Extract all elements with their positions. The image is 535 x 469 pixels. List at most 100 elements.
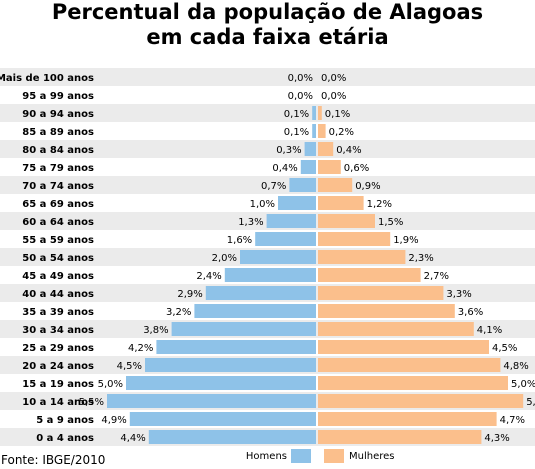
- value-label-homens: 2,4%: [196, 271, 221, 282]
- age-group-label: 40 a 44 anos: [22, 289, 94, 300]
- value-label-homens: 0,1%: [284, 127, 309, 138]
- value-label-homens: 2,0%: [212, 253, 237, 264]
- age-group-label: 75 a 79 anos: [22, 163, 94, 174]
- value-label-mulheres: 0,0%: [321, 91, 346, 102]
- age-group-label: 15 a 19 anos: [22, 379, 94, 390]
- chart-title: Percentual da população de Alagoas em ca…: [0, 0, 535, 50]
- value-label-mulheres: 4,8%: [503, 361, 528, 372]
- bar-homens: [156, 340, 316, 354]
- bar-homens: [145, 358, 316, 372]
- legend-label-mulheres: Mulheres: [349, 451, 395, 462]
- value-label-mulheres: 4,1%: [477, 325, 502, 336]
- age-group-label: 80 a 84 anos: [22, 145, 94, 156]
- bar-mulheres: [318, 214, 375, 228]
- age-group-label: 10 a 14 anos: [22, 397, 94, 408]
- bar-mulheres: [318, 178, 353, 192]
- bar-homens: [300, 160, 316, 174]
- age-group-label: 50 a 54 anos: [22, 253, 94, 264]
- bar-homens: [107, 394, 316, 408]
- value-label-homens: 0,3%: [276, 145, 301, 156]
- bar-mulheres: [318, 142, 334, 156]
- value-label-mulheres: 4,3%: [484, 433, 509, 444]
- bar-mulheres: [318, 430, 482, 444]
- value-label-homens: 3,2%: [166, 307, 191, 318]
- bar-homens: [240, 250, 316, 264]
- value-label-homens: 4,5%: [117, 361, 142, 372]
- value-label-homens: 1,0%: [250, 199, 275, 210]
- value-label-mulheres: 0,4%: [336, 145, 361, 156]
- bar-homens: [171, 322, 316, 336]
- row-stripe: [0, 104, 535, 122]
- age-group-label: 60 a 64 anos: [22, 217, 94, 228]
- value-label-mulheres: 2,7%: [424, 271, 449, 282]
- row-stripe: [0, 68, 535, 86]
- value-label-homens: 0,4%: [272, 163, 297, 174]
- value-label-mulheres: 5,4%: [526, 397, 535, 408]
- value-label-homens: 0,0%: [288, 73, 313, 84]
- bar-homens: [129, 412, 316, 426]
- value-label-homens: 0,1%: [284, 109, 309, 120]
- value-label-mulheres: 2,3%: [408, 253, 433, 264]
- bar-mulheres: [318, 250, 406, 264]
- bar-mulheres: [318, 124, 326, 138]
- bar-mulheres: [318, 340, 489, 354]
- value-label-mulheres: 5,0%: [511, 379, 535, 390]
- bar-mulheres: [318, 196, 364, 210]
- bar-homens: [312, 106, 316, 120]
- chart-title-line-2: em cada faixa etária: [146, 25, 389, 49]
- value-label-homens: 5,0%: [98, 379, 123, 390]
- age-group-label: 65 a 69 anos: [22, 199, 94, 210]
- bar-mulheres: [318, 376, 508, 390]
- value-label-homens: 5,5%: [79, 397, 104, 408]
- age-group-label: 85 a 89 anos: [22, 127, 94, 138]
- age-group-label: 90 a 94 anos: [22, 109, 94, 120]
- legend-swatch-homens: [291, 449, 311, 463]
- row-stripe: [0, 140, 535, 158]
- value-label-mulheres: 1,9%: [393, 235, 418, 246]
- value-label-mulheres: 0,0%: [321, 73, 346, 84]
- value-label-mulheres: 0,6%: [344, 163, 369, 174]
- value-label-homens: 0,7%: [261, 181, 286, 192]
- value-label-homens: 2,9%: [177, 289, 202, 300]
- value-label-mulheres: 4,5%: [492, 343, 517, 354]
- age-group-label: 0 a 4 anos: [36, 433, 94, 444]
- value-label-mulheres: 0,9%: [355, 181, 380, 192]
- age-group-label: 30 a 34 anos: [22, 325, 94, 336]
- legend-swatch-mulheres: [324, 449, 344, 463]
- age-group-label: 20 a 24 anos: [22, 361, 94, 372]
- age-group-label: 5 a 9 anos: [36, 415, 94, 426]
- bar-mulheres: [318, 412, 497, 426]
- bar-mulheres: [318, 304, 455, 318]
- bar-homens: [224, 268, 316, 282]
- bar-mulheres: [318, 268, 421, 282]
- bar-homens: [255, 232, 316, 246]
- chart-title-line-1: Percentual da população de Alagoas: [51, 0, 484, 24]
- value-label-homens: 0,0%: [288, 91, 313, 102]
- bar-mulheres: [318, 286, 444, 300]
- bar-homens: [126, 376, 316, 390]
- bar-mulheres: [318, 322, 474, 336]
- bar-homens: [194, 304, 316, 318]
- value-label-homens: 4,2%: [128, 343, 153, 354]
- bar-mulheres: [318, 358, 501, 372]
- value-label-homens: 4,9%: [101, 415, 126, 426]
- value-label-mulheres: 3,3%: [446, 289, 471, 300]
- bar-homens: [148, 430, 316, 444]
- value-label-mulheres: 0,1%: [325, 109, 350, 120]
- value-label-mulheres: 1,2%: [367, 199, 392, 210]
- value-label-mulheres: 1,5%: [378, 217, 403, 228]
- source-note: Fonte: IBGE/2010: [1, 453, 106, 467]
- value-label-homens: 4,4%: [120, 433, 145, 444]
- row-stripe: [0, 176, 535, 194]
- value-label-homens: 1,6%: [227, 235, 252, 246]
- bar-homens: [304, 142, 316, 156]
- age-group-label: 55 a 59 anos: [22, 235, 94, 246]
- bar-homens: [312, 124, 316, 138]
- age-group-label: 35 a 39 anos: [22, 307, 94, 318]
- value-label-mulheres: 3,6%: [458, 307, 483, 318]
- bar-homens: [289, 178, 316, 192]
- bar-homens: [278, 196, 316, 210]
- bar-mulheres: [318, 394, 524, 408]
- value-label-mulheres: 0,2%: [329, 127, 354, 138]
